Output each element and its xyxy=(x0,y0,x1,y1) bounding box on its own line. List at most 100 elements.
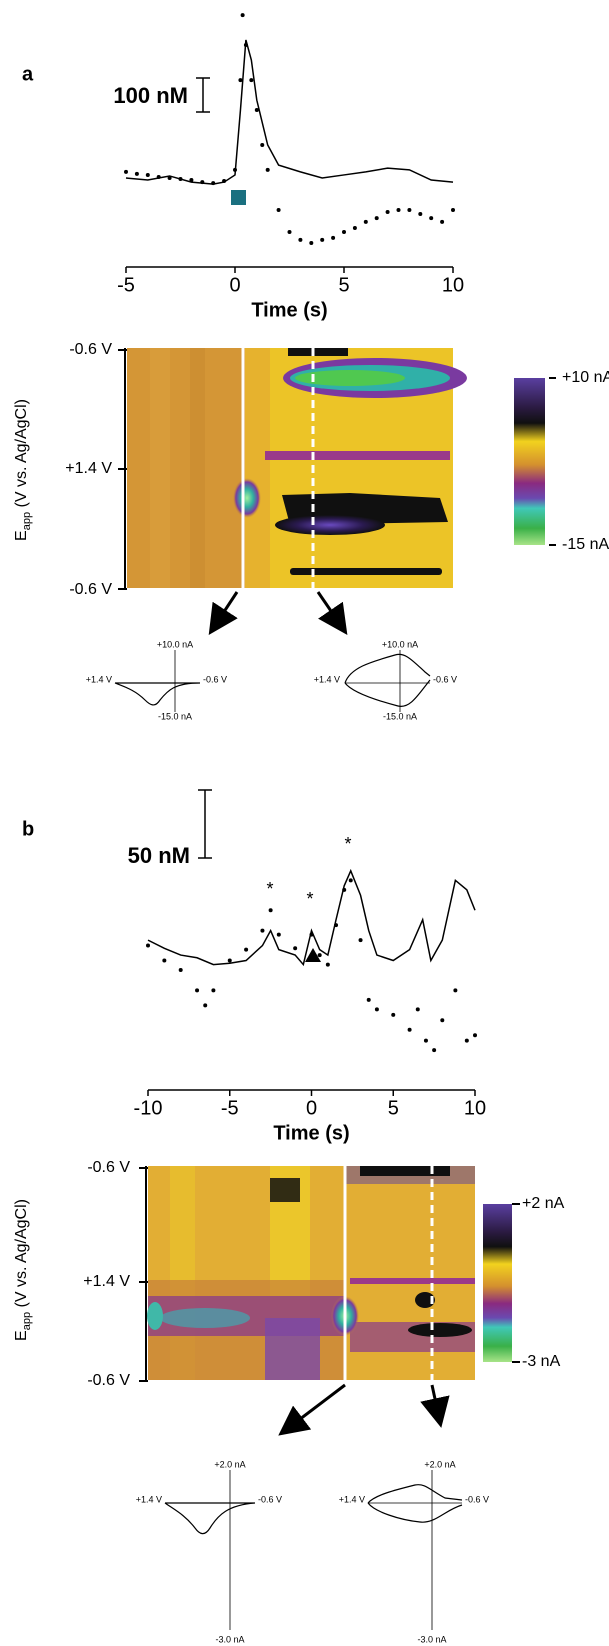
x-tick-label: 0 xyxy=(306,1097,317,1119)
x-tick-label: 0 xyxy=(229,274,240,296)
colorbar-label: +2 nA xyxy=(522,1195,565,1212)
arrow xyxy=(278,1383,346,1436)
colorbar xyxy=(514,378,545,545)
heatmap-tick: +1.4 V xyxy=(83,1273,130,1290)
heatmap-tick: -0.6 V xyxy=(87,1372,130,1389)
trace-dot xyxy=(415,1007,420,1012)
trace-dot xyxy=(407,1027,412,1032)
scale-bar xyxy=(198,789,212,859)
inset-label: -15.0 nA xyxy=(383,711,417,721)
trace-dot xyxy=(348,878,353,883)
trace-dot xyxy=(203,1003,208,1008)
trace-dot xyxy=(211,181,216,186)
trace-dot xyxy=(265,167,270,172)
scale-bar-label: 50 nM xyxy=(128,843,190,868)
scale-bar-label: 100 nM xyxy=(113,83,188,108)
trace-dot xyxy=(244,947,249,952)
inset-label: +2.0 nA xyxy=(214,1459,245,1469)
trace-dot xyxy=(432,1048,437,1053)
trace-dot xyxy=(200,180,205,185)
annotation: * xyxy=(306,889,313,909)
panel-label: a xyxy=(22,63,34,85)
annotation: * xyxy=(344,834,351,854)
trace-dot xyxy=(374,216,379,221)
trace-dot xyxy=(134,171,139,176)
heatmap-tick: -0.6 V xyxy=(69,341,112,358)
heatmap-ylabel: Eapp (V vs. Ag/AgCl) xyxy=(13,399,33,541)
trace-dot xyxy=(268,908,273,913)
x-tick-label: -10 xyxy=(134,1097,163,1119)
inset-label: +1.4 V xyxy=(339,1494,365,1504)
trace-dot xyxy=(317,953,322,958)
inset-label: +10.0 nA xyxy=(382,639,418,649)
trace-dot xyxy=(342,230,346,235)
trace-dot xyxy=(331,235,336,240)
cv-inset xyxy=(114,650,201,712)
trace-dot xyxy=(451,207,455,212)
stimulus-marker xyxy=(305,948,321,962)
trace-dot xyxy=(440,1018,445,1023)
inset-label: -15.0 nA xyxy=(158,711,192,721)
trace-dot xyxy=(298,237,303,242)
heatmap-tick: -0.6 V xyxy=(69,581,112,598)
x-tick-label: -5 xyxy=(221,1097,239,1119)
colorbar-label: -15 nA xyxy=(562,536,609,553)
trace-dot xyxy=(334,923,339,928)
trace-dot xyxy=(396,207,401,212)
trace-dot xyxy=(418,212,423,217)
x-tick-label: 5 xyxy=(338,274,349,296)
trace-dot xyxy=(238,78,243,83)
trace-dot xyxy=(473,1033,477,1038)
trace-dot xyxy=(366,997,371,1002)
trace-dot xyxy=(464,1038,469,1043)
trace-dot xyxy=(233,167,237,172)
trace-dot xyxy=(352,225,357,230)
trace-dot xyxy=(162,958,167,963)
x-axis-label: Time (s) xyxy=(273,1122,349,1144)
heatmap-tick: -0.6 V xyxy=(87,1159,130,1176)
annotation: * xyxy=(266,879,273,899)
arrow xyxy=(420,1384,450,1428)
arrow xyxy=(316,591,348,635)
cv-inset xyxy=(344,650,431,712)
trace-dot xyxy=(146,943,150,948)
inset-label: +2.0 nA xyxy=(424,1459,455,1469)
trace-dot xyxy=(374,1007,379,1012)
trace-dot xyxy=(178,968,183,973)
heatmap xyxy=(118,348,467,590)
x-tick-label: 10 xyxy=(464,1097,486,1119)
arrow xyxy=(208,591,239,636)
trace-dot xyxy=(222,179,227,184)
trace-dot xyxy=(156,174,161,179)
trace-dot xyxy=(407,207,412,212)
inset-label: +1.4 V xyxy=(86,674,112,684)
colorbar xyxy=(483,1204,512,1362)
cv-inset xyxy=(164,1470,256,1630)
trace-dot xyxy=(189,178,194,183)
trace-dot xyxy=(293,946,298,951)
panel-label: b xyxy=(22,818,34,840)
trace-dot xyxy=(391,1012,396,1017)
x-tick-label: -5 xyxy=(117,274,135,296)
trace-line xyxy=(147,868,476,967)
trace-dot xyxy=(320,237,325,242)
heatmap-tick: +1.4 V xyxy=(65,460,112,477)
heatmap-ylabel: Eapp (V vs. Ag/AgCl) xyxy=(13,1199,33,1341)
inset-label: -0.6 V xyxy=(465,1494,489,1504)
cv-inset xyxy=(367,1470,463,1630)
trace-dot xyxy=(178,177,183,182)
trace-dot xyxy=(453,988,458,993)
trace-dot xyxy=(358,938,363,943)
trace-dot xyxy=(260,928,265,933)
heatmap xyxy=(139,1166,475,1382)
x-tick-label: 5 xyxy=(388,1097,399,1119)
trace-dot xyxy=(342,887,347,892)
trace-dot xyxy=(287,230,292,235)
trace-dot xyxy=(211,988,216,993)
trace-dot xyxy=(309,932,314,937)
trace-dot xyxy=(145,172,150,177)
x-axis-label: Time (s) xyxy=(251,299,327,321)
scale-bar xyxy=(196,77,210,113)
inset-label: +10.0 nA xyxy=(157,639,193,649)
